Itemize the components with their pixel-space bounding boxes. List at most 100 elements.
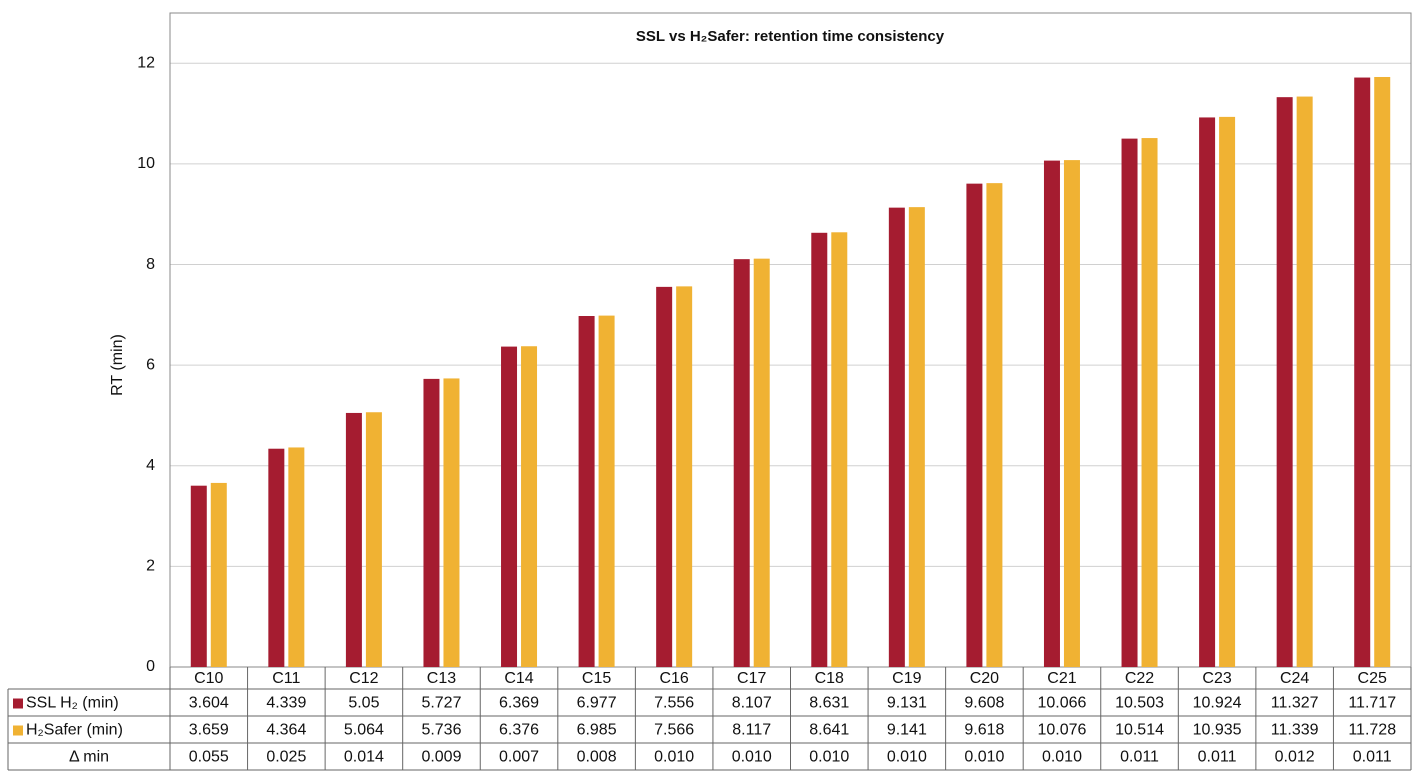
- table-cell: 0.010: [809, 749, 849, 766]
- bar: [578, 316, 595, 667]
- bar: [190, 485, 207, 667]
- bar: [986, 183, 1003, 667]
- table-cell: 9.618: [964, 722, 1004, 739]
- table-cell: 11.717: [1348, 695, 1396, 712]
- table-cell: 5.727: [421, 695, 461, 712]
- x-tick-label: C19: [892, 670, 921, 687]
- table-cell: 7.566: [654, 722, 694, 739]
- table-cell: 10.924: [1193, 695, 1242, 712]
- bar: [1199, 117, 1216, 667]
- table-cell: 10.514: [1115, 722, 1164, 739]
- y-tick-label: 4: [146, 457, 155, 474]
- table-cell: 0.008: [577, 749, 617, 766]
- table-cell: 0.010: [732, 749, 772, 766]
- chart-title: SSL vs H₂Safer: retention time consisten…: [636, 28, 945, 45]
- x-tick-label: C24: [1280, 670, 1309, 687]
- legend-label: SSL H₂ (min): [26, 695, 119, 712]
- table-cell: 0.010: [1042, 749, 1082, 766]
- table-cell: 0.010: [654, 749, 694, 766]
- bar: [733, 259, 750, 667]
- table-cell: 0.009: [421, 749, 461, 766]
- table-cell: 6.369: [499, 695, 539, 712]
- table-cell: 8.631: [809, 695, 849, 712]
- table-cell: 4.339: [266, 695, 306, 712]
- bar: [753, 258, 770, 667]
- x-tick-label: C15: [582, 670, 611, 687]
- bar: [1219, 116, 1236, 668]
- table-cell: 6.985: [577, 722, 617, 739]
- x-tick-label: C21: [1047, 670, 1076, 687]
- bar: [365, 412, 382, 667]
- table-cell: 0.014: [344, 749, 384, 766]
- x-tick-label: C12: [349, 670, 378, 687]
- x-tick-label: C23: [1202, 670, 1231, 687]
- table-cell: 0.011: [1353, 749, 1392, 766]
- x-tick-label: C11: [272, 670, 300, 687]
- table-cell: 10.076: [1038, 722, 1087, 739]
- bar: [1063, 160, 1080, 668]
- table-cell: 0.025: [266, 749, 306, 766]
- x-tick-label: C16: [659, 670, 688, 687]
- table-cell: 11.339: [1271, 722, 1319, 739]
- table-cell: 3.659: [189, 722, 229, 739]
- bar: [1354, 77, 1371, 667]
- legend-swatch: [13, 698, 23, 709]
- table-cell: 8.641: [809, 722, 849, 739]
- bar: [1141, 138, 1158, 667]
- bar: [1296, 96, 1313, 667]
- bar: [288, 447, 305, 667]
- bar: [831, 232, 848, 667]
- y-tick-label: 10: [137, 155, 155, 172]
- table-cell: 0.010: [887, 749, 927, 766]
- bar: [676, 286, 693, 667]
- table-cell: 10.935: [1193, 722, 1242, 739]
- table-cell: 11.728: [1348, 722, 1396, 739]
- x-tick-label: C22: [1125, 670, 1154, 687]
- x-tick-label: C25: [1358, 670, 1387, 687]
- x-tick-label: C14: [504, 670, 533, 687]
- table-cell: 8.107: [732, 695, 772, 712]
- table-cell: 9.141: [887, 722, 927, 739]
- bar: [210, 482, 227, 667]
- x-tick-label: C18: [815, 670, 844, 687]
- bar: [501, 346, 518, 667]
- bar: [423, 378, 440, 667]
- table-cell: 6.977: [577, 695, 617, 712]
- table-cell: 0.055: [189, 749, 229, 766]
- bar: [888, 207, 905, 668]
- table-cell: 5.05: [348, 695, 379, 712]
- table-cell: 9.608: [964, 695, 1004, 712]
- table-cell: 0.011: [1198, 749, 1237, 766]
- bar: [1276, 97, 1293, 667]
- x-tick-label: C17: [737, 670, 766, 687]
- table-cell: 0.012: [1275, 749, 1315, 766]
- y-tick-label: 0: [146, 658, 155, 675]
- table-cell: 10.066: [1038, 695, 1087, 712]
- y-tick-label: 2: [146, 558, 155, 575]
- bar: [908, 207, 925, 667]
- bar: [598, 315, 615, 667]
- x-tick-label: C20: [970, 670, 999, 687]
- x-tick-label: C10: [194, 670, 223, 687]
- x-tick-label: C13: [427, 670, 456, 687]
- table-cell: 0.010: [964, 749, 1004, 766]
- y-axis-label: RT (min): [109, 334, 126, 396]
- table-cell: 10.503: [1115, 695, 1164, 712]
- legend-swatch: [13, 725, 23, 736]
- table-cell: 5.736: [421, 722, 461, 739]
- bar: [521, 346, 538, 667]
- table-cell: 6.376: [499, 722, 539, 739]
- table-cell: 8.117: [732, 722, 771, 739]
- table-cell: 9.131: [887, 695, 927, 712]
- bar: [1374, 76, 1391, 667]
- table-cell: 5.064: [344, 722, 384, 739]
- y-tick-label: 8: [146, 256, 155, 273]
- bar: [656, 286, 673, 667]
- table-cell: 11.327: [1271, 695, 1319, 712]
- bar: [966, 183, 983, 668]
- legend-label: H₂Safer (min): [26, 722, 123, 739]
- table-cell: 0.007: [499, 749, 539, 766]
- bar: [268, 448, 285, 667]
